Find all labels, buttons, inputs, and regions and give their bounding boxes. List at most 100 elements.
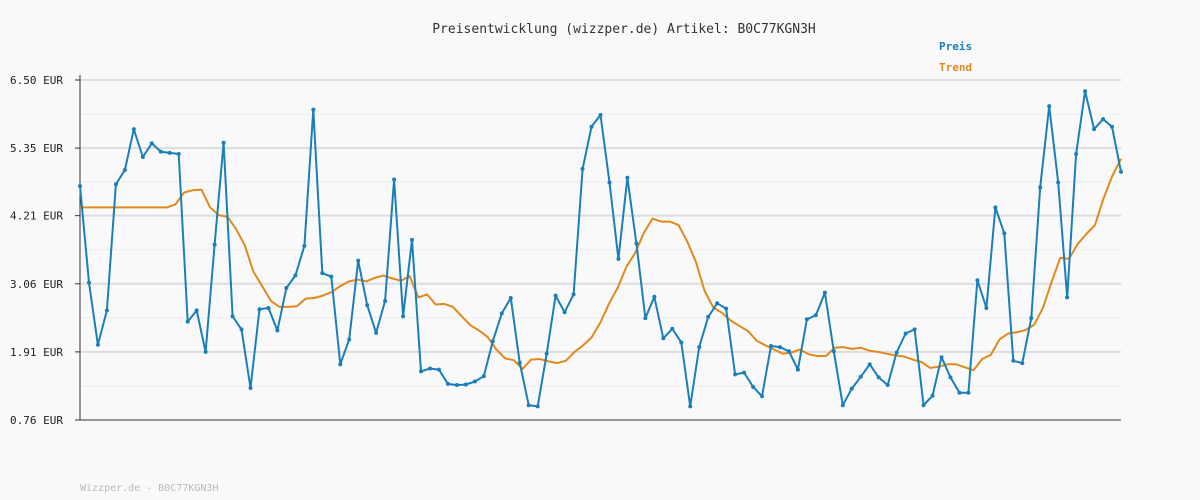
price-point bbox=[481, 374, 486, 379]
price-point bbox=[392, 177, 397, 182]
price-point bbox=[517, 360, 522, 365]
price-point bbox=[652, 294, 657, 299]
price-point bbox=[858, 374, 863, 379]
price-point bbox=[804, 317, 809, 322]
price-point bbox=[580, 166, 585, 171]
legend-preis: Preis bbox=[939, 40, 972, 53]
price-point bbox=[984, 306, 989, 311]
price-point bbox=[320, 271, 325, 276]
price-point bbox=[706, 314, 711, 319]
price-point bbox=[1110, 124, 1115, 129]
price-point bbox=[966, 390, 971, 395]
price-point bbox=[293, 273, 298, 278]
price-point bbox=[1056, 180, 1061, 185]
y-tick-label: 4.21 EUR bbox=[10, 210, 63, 223]
price-point bbox=[849, 386, 854, 391]
price-point bbox=[140, 155, 145, 160]
y-tick-label: 6.50 EUR bbox=[10, 74, 63, 87]
price-point bbox=[867, 362, 872, 367]
price-point bbox=[715, 301, 720, 306]
price-point bbox=[616, 256, 621, 261]
price-point bbox=[544, 351, 549, 356]
price-point bbox=[1119, 169, 1123, 174]
price-point bbox=[257, 307, 262, 312]
price-point bbox=[401, 314, 406, 319]
price-point bbox=[158, 149, 163, 154]
price-point bbox=[948, 375, 953, 380]
price-point bbox=[957, 390, 962, 395]
price-point bbox=[751, 384, 756, 389]
price-point bbox=[95, 342, 100, 347]
price-point bbox=[589, 124, 594, 129]
price-point bbox=[1002, 231, 1007, 236]
price-point bbox=[822, 290, 827, 295]
price-point bbox=[742, 370, 747, 375]
price-point bbox=[167, 150, 172, 155]
y-axis-ticks: 6.50 EUR 5.35 EUR 4.21 EUR 3.06 EUR 1.91 EUR… bbox=[10, 74, 80, 427]
price-point bbox=[86, 280, 91, 285]
y-tick-label: 1.91 EUR bbox=[10, 346, 63, 359]
price-point bbox=[436, 367, 441, 372]
price-point bbox=[921, 403, 926, 408]
price-point bbox=[993, 205, 998, 210]
price-point bbox=[1029, 316, 1034, 321]
price-point bbox=[149, 141, 154, 146]
price-point bbox=[239, 327, 244, 332]
price-point bbox=[598, 112, 603, 117]
price-point bbox=[831, 349, 836, 354]
price-point bbox=[840, 403, 845, 408]
price-point bbox=[939, 355, 944, 360]
price-point bbox=[625, 175, 630, 180]
price-point bbox=[284, 285, 289, 290]
price-point bbox=[643, 316, 648, 321]
price-point bbox=[104, 308, 109, 313]
price-point bbox=[248, 386, 253, 391]
price-point bbox=[275, 328, 280, 333]
price-point bbox=[374, 330, 379, 335]
price-point bbox=[230, 314, 235, 319]
price-point bbox=[338, 362, 343, 367]
price-point bbox=[1065, 295, 1070, 300]
price-point bbox=[499, 311, 504, 316]
price-point bbox=[1020, 361, 1025, 366]
price-point bbox=[365, 303, 370, 308]
price-point bbox=[975, 278, 980, 283]
price-point bbox=[795, 367, 800, 372]
price-point bbox=[724, 306, 729, 311]
price-point bbox=[302, 243, 307, 248]
price-point bbox=[526, 403, 531, 408]
price-point bbox=[876, 375, 881, 380]
price-point bbox=[670, 326, 675, 331]
series-line-preis bbox=[79, 90, 1122, 408]
price-point bbox=[1011, 358, 1016, 363]
price-point bbox=[445, 381, 450, 386]
price-point bbox=[760, 394, 765, 399]
price-point bbox=[1101, 117, 1106, 122]
series-lines bbox=[79, 90, 1122, 408]
price-point bbox=[903, 331, 908, 336]
price-point bbox=[769, 343, 774, 348]
price-point bbox=[930, 393, 935, 398]
price-point bbox=[813, 313, 818, 318]
price-point bbox=[419, 369, 424, 374]
price-point bbox=[1038, 185, 1043, 190]
price-point bbox=[194, 308, 199, 313]
price-point bbox=[679, 340, 684, 345]
price-point bbox=[454, 383, 459, 388]
price-point bbox=[78, 184, 82, 189]
price-point bbox=[1074, 152, 1079, 157]
price-point bbox=[535, 404, 540, 409]
price-point bbox=[894, 350, 899, 355]
price-point bbox=[912, 327, 917, 332]
footer-text: Wizzper.de - B0C77KGN3H bbox=[80, 483, 218, 494]
price-markers bbox=[78, 89, 1123, 409]
price-point bbox=[490, 339, 495, 344]
price-point bbox=[212, 242, 217, 247]
price-point bbox=[607, 180, 612, 185]
price-point bbox=[221, 140, 226, 145]
y-tick-label: 3.06 EUR bbox=[10, 278, 63, 291]
price-point bbox=[661, 336, 666, 341]
price-point bbox=[266, 306, 271, 311]
